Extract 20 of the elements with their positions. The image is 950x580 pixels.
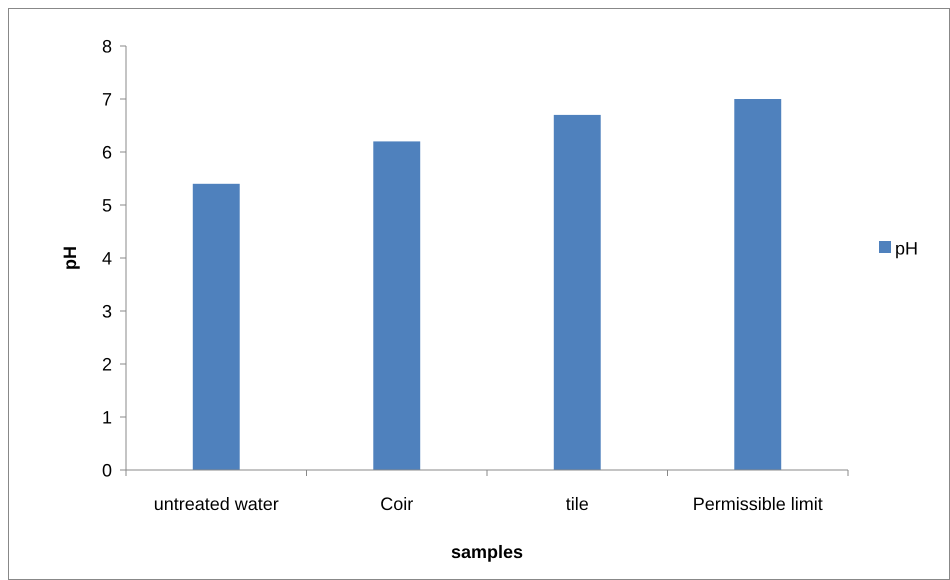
legend-label: pH [895,238,918,258]
y-tick-label: 7 [102,89,112,110]
x-tick-label: Coir [380,494,414,514]
y-tick-label: 1 [102,407,112,428]
bar [554,114,601,470]
x-tick-label: tile [566,494,589,514]
x-tick-label: Permissible limit [692,494,823,514]
x-axis-title: samples [450,542,524,562]
y-axis-title: pH [60,246,80,270]
y-tick-label: 4 [102,248,112,268]
y-tick-label: 6 [102,142,112,162]
y-tick-label: 3 [102,301,112,322]
y-tick-label: 8 [102,36,112,56]
bar [373,141,420,470]
y-tick-label: 0 [102,460,112,480]
y-tick-label: 2 [102,354,112,374]
y-tick-label: 5 [102,195,112,216]
bar [192,184,240,470]
bar [734,99,782,470]
x-tick-label: untreated water [154,494,279,514]
